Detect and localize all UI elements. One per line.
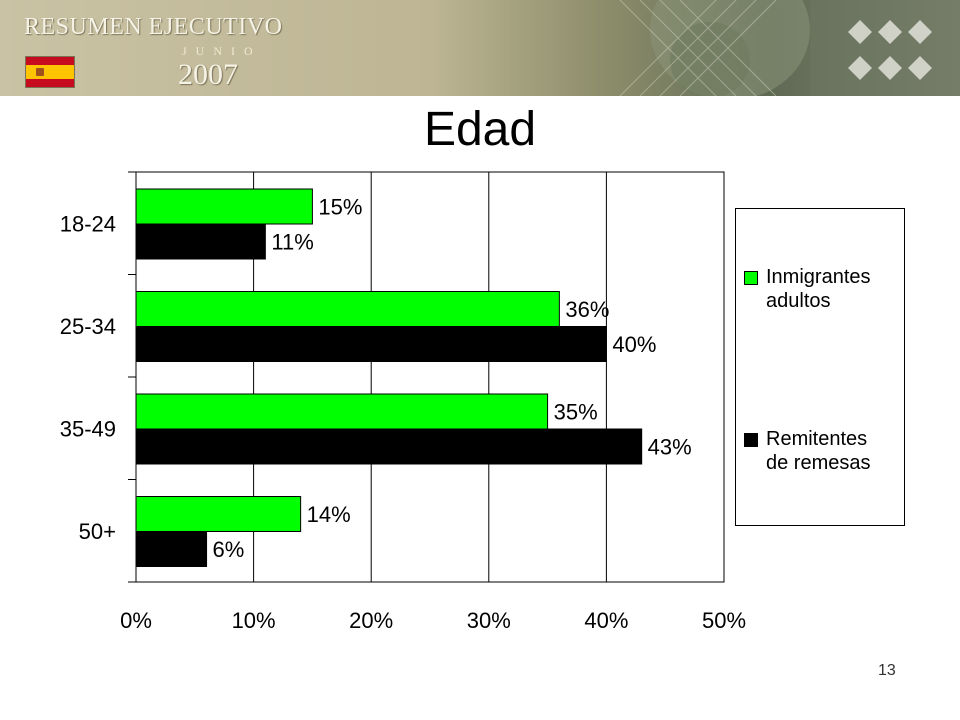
header-title: RESUMEN EJECUTIVO [24,14,283,40]
bar [135,223,266,260]
bar [135,496,302,532]
legend-swatch [744,433,758,447]
page-number: 13 [878,662,896,679]
bar [135,393,549,430]
header-month: JUNIO [182,44,262,58]
category-label: 50+ [79,519,116,544]
data-label: 15% [318,195,362,220]
data-label: 36% [565,297,609,322]
data-label: 14% [307,502,351,527]
bar [135,188,313,225]
data-label: 6% [213,537,245,562]
bar [135,291,560,327]
bar [135,326,607,362]
x-tick-label: 0% [120,608,152,633]
header-banner: RESUMEN EJECUTIVO JUNIO 2007 [0,0,960,96]
legend-label-line: Inmigrantes [766,266,871,288]
bar [135,531,208,567]
data-label: 40% [612,332,656,357]
spain-flag-icon [25,56,75,88]
x-tick-label: 10% [232,608,276,633]
slide-title: Edad [423,103,537,156]
legend-label-line: adultos [766,290,831,312]
category-label: 25-34 [60,314,116,339]
data-label: 35% [554,400,598,425]
legend-label-line: de remesas [766,452,871,474]
banner-decoration [619,0,960,96]
category-label: 35-49 [60,416,116,441]
x-tick-label: 50% [702,608,746,633]
category-label: 18-24 [60,211,116,236]
x-tick-label: 40% [584,608,628,633]
bar [135,428,643,465]
legend-swatch [744,271,758,285]
data-label: 43% [648,435,692,460]
data-label: 11% [271,230,313,255]
header-year: 2007 [178,58,238,91]
legend-label-line: Remitentes [766,428,868,450]
chart-legend: Inmigrantes adultos Remitentes de remesa… [735,208,905,526]
x-tick-label: 30% [467,608,511,633]
x-tick-label: 20% [349,608,393,633]
